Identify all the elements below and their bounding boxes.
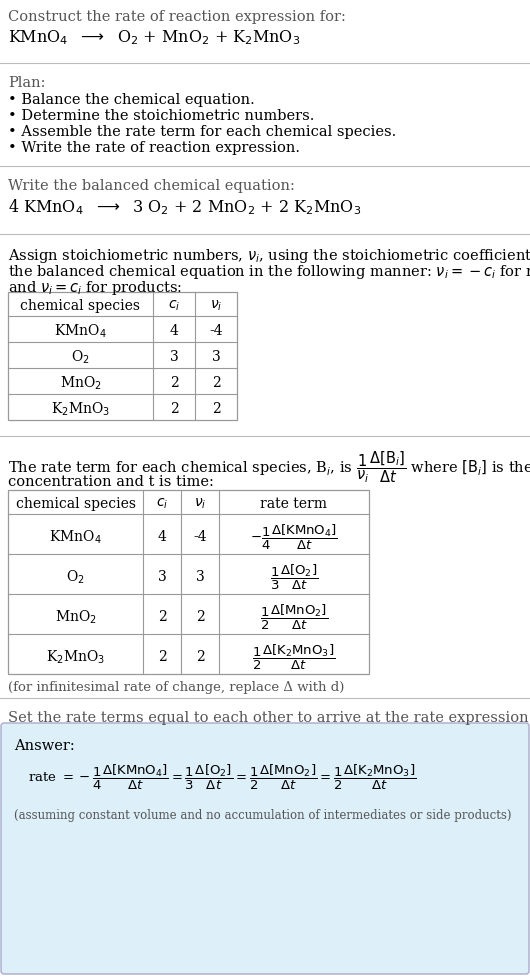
Text: O$_2$: O$_2$ [71, 348, 90, 365]
Text: O$_2$: O$_2$ [66, 568, 85, 585]
Text: MnO$_2$: MnO$_2$ [59, 374, 101, 392]
Text: KMnO$_4$: KMnO$_4$ [49, 528, 102, 545]
Text: • Assemble the rate term for each chemical species.: • Assemble the rate term for each chemic… [8, 125, 396, 139]
Text: 4 KMnO$_4$  $\longrightarrow$  3 O$_2$ + 2 MnO$_2$ + 2 K$_2$MnO$_3$: 4 KMnO$_4$ $\longrightarrow$ 3 O$_2$ + 2… [8, 196, 361, 217]
Text: $\dfrac{1}{3}\dfrac{\Delta[\mathrm{O_2}]}{\Delta t}$: $\dfrac{1}{3}\dfrac{\Delta[\mathrm{O_2}]… [270, 562, 318, 591]
Text: -4: -4 [209, 323, 223, 338]
Text: • Balance the chemical equation.: • Balance the chemical equation. [8, 93, 255, 106]
Text: • Determine the stoichiometric numbers.: • Determine the stoichiometric numbers. [8, 108, 314, 123]
Text: K$_2$MnO$_3$: K$_2$MnO$_3$ [46, 648, 105, 665]
Bar [8, 293, 237, 420]
Text: (assuming constant volume and no accumulation of intermediates or side products): (assuming constant volume and no accumul… [14, 808, 511, 821]
Text: Set the rate terms equal to each other to arrive at the rate expression:: Set the rate terms equal to each other t… [8, 710, 530, 724]
Text: $c_i$: $c_i$ [168, 299, 180, 313]
Text: KMnO$_4$  $\longrightarrow$  O$_2$ + MnO$_2$ + K$_2$MnO$_3$: KMnO$_4$ $\longrightarrow$ O$_2$ + MnO$_… [8, 28, 301, 47]
Text: $c_i$: $c_i$ [156, 496, 168, 511]
Text: 4: 4 [170, 323, 179, 338]
Text: $\nu_i$: $\nu_i$ [194, 496, 206, 511]
Text: 3: 3 [157, 570, 166, 583]
Text: rate term: rate term [261, 496, 328, 510]
Text: 2: 2 [170, 402, 179, 415]
Text: 2: 2 [211, 375, 220, 390]
Text: -4: -4 [193, 530, 207, 543]
Text: 3: 3 [170, 350, 179, 363]
Text: Assign stoichiometric numbers, $\nu_i$, using the stoichiometric coefficients, $: Assign stoichiometric numbers, $\nu_i$, … [8, 247, 530, 265]
Text: K$_2$MnO$_3$: K$_2$MnO$_3$ [51, 400, 110, 417]
Text: chemical species: chemical species [21, 299, 140, 313]
Text: and $\nu_i = c_i$ for products:: and $\nu_i = c_i$ for products: [8, 278, 182, 297]
Text: MnO$_2$: MnO$_2$ [55, 608, 96, 625]
Text: The rate term for each chemical species, B$_i$, is $\dfrac{1}{\nu_i}\dfrac{\Delt: The rate term for each chemical species,… [8, 448, 530, 484]
Text: 2: 2 [196, 650, 205, 663]
Text: • Write the rate of reaction expression.: • Write the rate of reaction expression. [8, 141, 300, 154]
Text: Construct the rate of reaction expression for:: Construct the rate of reaction expressio… [8, 10, 346, 24]
Text: $\dfrac{1}{2}\dfrac{\Delta[\mathrm{K_2MnO_3}]}{\Delta t}$: $\dfrac{1}{2}\dfrac{\Delta[\mathrm{K_2Mn… [252, 642, 335, 671]
Text: 2: 2 [196, 610, 205, 623]
Text: 2: 2 [211, 402, 220, 415]
Text: $\dfrac{1}{2}\dfrac{\Delta[\mathrm{MnO_2}]}{\Delta t}$: $\dfrac{1}{2}\dfrac{\Delta[\mathrm{MnO_2… [260, 602, 328, 631]
Text: 3: 3 [211, 350, 220, 363]
Text: $-\dfrac{1}{4}\dfrac{\Delta[\mathrm{KMnO_4}]}{\Delta t}$: $-\dfrac{1}{4}\dfrac{\Delta[\mathrm{KMnO… [250, 522, 338, 551]
Text: KMnO$_4$: KMnO$_4$ [54, 322, 107, 339]
Text: 3: 3 [196, 570, 205, 583]
Text: 2: 2 [157, 610, 166, 623]
Bar [8, 490, 369, 674]
Text: 2: 2 [170, 375, 179, 390]
Text: 2: 2 [157, 650, 166, 663]
Text: 4: 4 [157, 530, 166, 543]
Text: Plan:: Plan: [8, 76, 46, 90]
Text: chemical species: chemical species [15, 496, 136, 510]
Text: rate $= -\dfrac{1}{4}\dfrac{\Delta[\mathrm{KMnO_4}]}{\Delta t} = \dfrac{1}{3}\df: rate $= -\dfrac{1}{4}\dfrac{\Delta[\math… [28, 762, 416, 791]
Text: $\nu_i$: $\nu_i$ [210, 299, 222, 313]
Text: (for infinitesimal rate of change, replace Δ with d): (for infinitesimal rate of change, repla… [8, 680, 344, 694]
Text: Write the balanced chemical equation:: Write the balanced chemical equation: [8, 179, 295, 192]
FancyBboxPatch shape [1, 723, 529, 974]
Text: the balanced chemical equation in the following manner: $\nu_i = -c_i$ for react: the balanced chemical equation in the fo… [8, 263, 530, 280]
Text: concentration and t is time:: concentration and t is time: [8, 475, 214, 488]
Text: Answer:: Answer: [14, 739, 75, 752]
